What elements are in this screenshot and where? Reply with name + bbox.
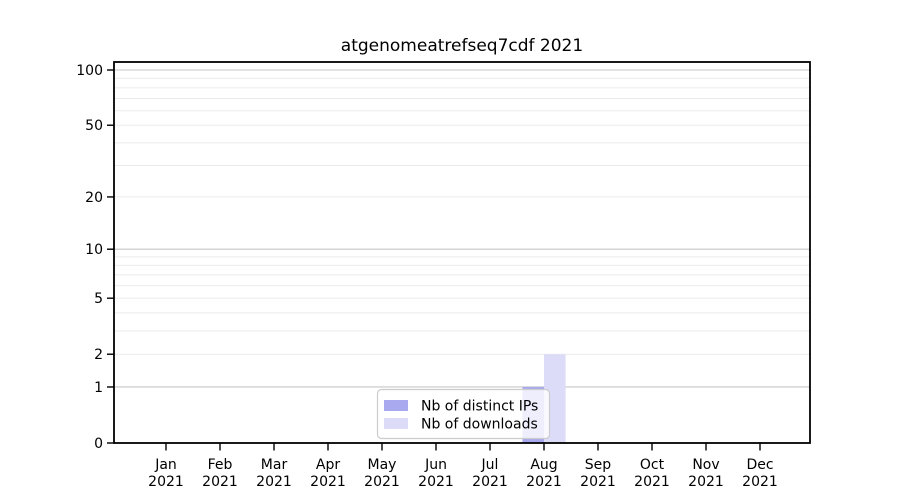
plot-border xyxy=(113,61,811,444)
x-tick-label-year: 2021 xyxy=(364,474,400,490)
x-tick-label-year: 2021 xyxy=(202,474,238,490)
legend-label-downloads: Nb of downloads xyxy=(421,417,538,433)
x-tick-label-month: Apr xyxy=(316,457,340,473)
legend-swatch-distinct-ips xyxy=(384,400,408,411)
x-tick-label-year: 2021 xyxy=(634,474,670,490)
x-tick-label-year: 2021 xyxy=(148,474,184,490)
legend-frame xyxy=(376,388,551,440)
x-tick-label-month: Jun xyxy=(424,457,447,473)
y-tick-label: 20 xyxy=(85,190,103,206)
x-tick-label-year: 2021 xyxy=(526,474,562,490)
x-tick-label-month: Feb xyxy=(208,457,233,473)
x-tick-label-year: 2021 xyxy=(472,474,508,490)
x-tick-label-month: Nov xyxy=(692,457,719,473)
x-tick-label-month: Jul xyxy=(481,457,499,473)
x-tick-label-month: May xyxy=(368,457,397,473)
legend-label-distinct-ips: Nb of distinct IPs xyxy=(421,399,538,415)
legend-swatch-downloads xyxy=(384,418,408,429)
x-tick-label-year: 2021 xyxy=(742,474,778,490)
x-tick-label-year: 2021 xyxy=(418,474,454,490)
y-tick-label: 100 xyxy=(76,63,103,79)
y-tick-label: 5 xyxy=(94,291,103,307)
x-tick-label-month: Jan xyxy=(154,457,177,473)
x-tick-label-month: Dec xyxy=(746,457,773,473)
x-tick-label-month: Aug xyxy=(530,457,557,473)
chart-title: atgenomeatrefseq7cdf 2021 xyxy=(341,36,583,56)
x-tick-label-month: Mar xyxy=(261,457,288,473)
y-tick-label: 1 xyxy=(94,380,103,396)
x-tick-label-month: Oct xyxy=(640,457,665,473)
x-tick-label-year: 2021 xyxy=(310,474,346,490)
y-tick-label: 10 xyxy=(85,242,103,258)
gridlines xyxy=(114,69,810,388)
axis-ticks: 0125102050100Jan2021Feb2021Mar2021Apr202… xyxy=(76,63,778,490)
x-tick-label-year: 2021 xyxy=(256,474,292,490)
x-tick-label-year: 2021 xyxy=(688,474,724,490)
x-tick-label-month: Sep xyxy=(585,457,612,473)
x-tick-label-year: 2021 xyxy=(580,474,616,490)
y-tick-label: 2 xyxy=(94,347,103,363)
legend: Nb of distinct IPs Nb of downloads xyxy=(376,388,551,440)
y-tick-label: 0 xyxy=(94,436,103,452)
y-tick-label: 50 xyxy=(85,118,103,134)
